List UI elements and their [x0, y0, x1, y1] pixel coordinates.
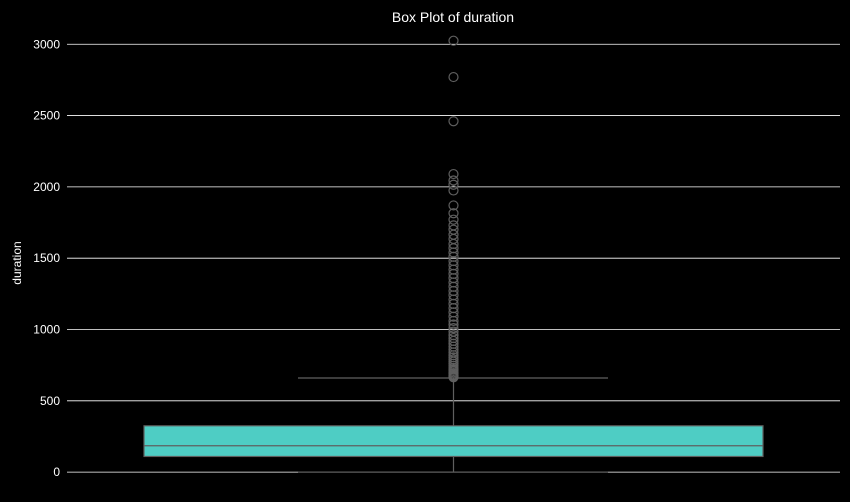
outlier-point	[448, 224, 459, 235]
y-tick-label: 1000	[33, 323, 60, 337]
y-tick-label: 2000	[33, 180, 60, 194]
y-tick-label: 2500	[33, 109, 60, 123]
outlier-point	[448, 35, 459, 46]
iqr-box	[143, 425, 764, 458]
outlier-point	[448, 332, 459, 344]
y-tick-labels: 0 500 1000 1500 2000 2500 3000	[33, 37, 60, 479]
outlier-points	[448, 35, 459, 383]
outlier-point	[448, 220, 459, 231]
outlier-point	[448, 179, 459, 190]
outlier-point	[448, 175, 459, 186]
outlier-point	[448, 116, 459, 127]
outlier-point	[448, 185, 459, 196]
outlier-point	[448, 208, 459, 219]
y-axis-label: duration	[10, 241, 24, 284]
y-tick-label: 3000	[33, 37, 60, 51]
outlier-point	[448, 71, 459, 83]
outlier-point	[448, 326, 459, 337]
outlier-point	[448, 319, 459, 330]
outlier-point	[448, 214, 459, 225]
y-tick-label: 1500	[33, 251, 60, 265]
chart-title: Box Plot of duration	[392, 9, 514, 25]
outlier-point	[448, 330, 459, 341]
outlier-point	[448, 168, 459, 180]
y-tick-label: 0	[53, 465, 60, 479]
outlier-point	[448, 200, 459, 211]
outlier-point	[448, 322, 459, 334]
y-tick-label: 500	[40, 394, 60, 408]
